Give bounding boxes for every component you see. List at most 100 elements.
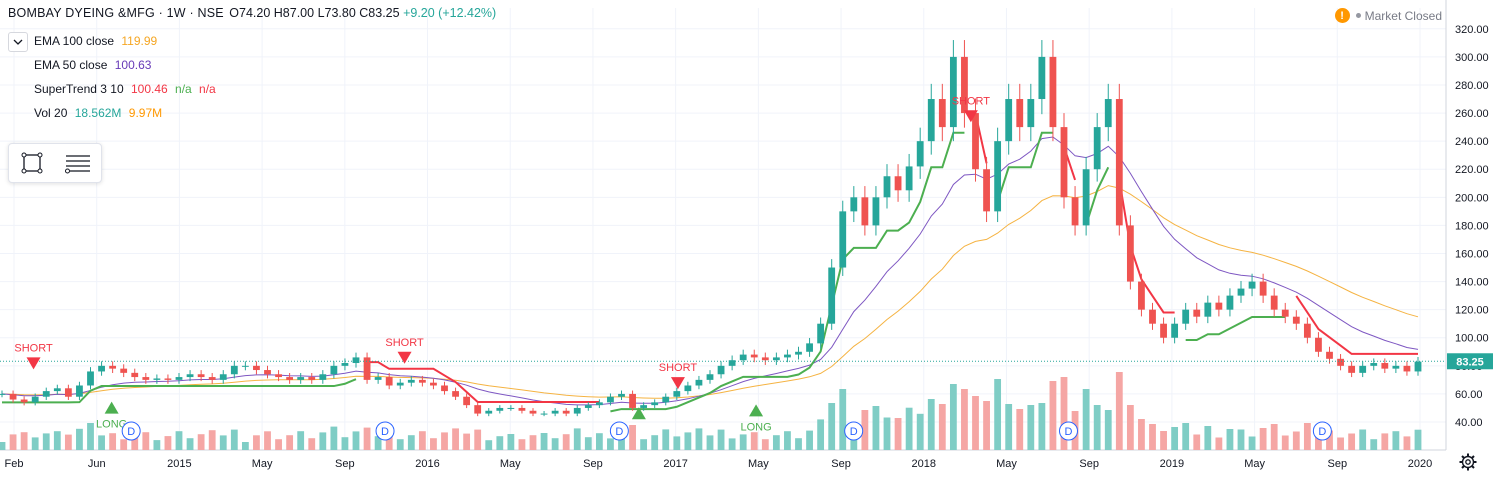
volume-bar: [463, 433, 471, 450]
volume-bar: [806, 430, 813, 450]
volume-bar: [1005, 404, 1013, 450]
candle-body: [584, 405, 592, 408]
dividend-badge[interactable]: [375, 421, 395, 441]
indicator-value: 100.46: [130, 82, 168, 96]
dividend-badge[interactable]: [121, 421, 141, 441]
candle-body: [1193, 309, 1201, 317]
dividend-label: D: [381, 426, 389, 438]
y-tick-label: 200.00: [1455, 192, 1489, 204]
candle-body: [961, 56, 968, 114]
volume-bar: [1392, 431, 1400, 450]
volume-bar: [441, 432, 448, 450]
candle-body: [297, 377, 305, 380]
candle-body: [31, 396, 39, 403]
volume-bar: [341, 437, 349, 450]
dividend-badge[interactable]: [1059, 421, 1078, 441]
candle-body: [363, 357, 371, 380]
settings-button[interactable]: [1458, 452, 1478, 472]
candle-body: [739, 354, 747, 361]
candle-body: [352, 357, 360, 364]
indicator-label: EMA 50 close: [34, 58, 108, 72]
candle-body: [1381, 363, 1389, 369]
ohlc-high: H87.00: [273, 6, 315, 20]
candle-body: [341, 363, 349, 366]
candle-body: [861, 197, 869, 226]
candle-body: [418, 379, 426, 383]
candle-body: [241, 365, 249, 367]
volume-bar: [330, 426, 338, 450]
indicator-label: EMA 100 close: [34, 34, 115, 48]
volume-bar: [728, 438, 736, 450]
candle-body: [1126, 225, 1134, 282]
ohlc-close: C83.25: [359, 6, 400, 20]
candle-body: [1359, 365, 1367, 373]
indicator-ema100[interactable]: EMA 100 close 119.99: [34, 34, 157, 48]
candle-body: [1115, 99, 1123, 226]
short-signal-label: SHORT: [659, 362, 698, 374]
indicator-supertrend[interactable]: SuperTrend 3 10 100.46 n/a n/a: [34, 82, 216, 96]
candle-body: [551, 410, 559, 414]
candle-body: [208, 377, 216, 380]
warning-icon[interactable]: !: [1334, 8, 1350, 23]
dividend-badge[interactable]: [844, 421, 864, 441]
volume-bar: [374, 436, 382, 450]
volume-bar: [1138, 419, 1145, 450]
candle-body: [1248, 281, 1256, 289]
candle-body: [109, 365, 117, 369]
volume-bar: [1303, 423, 1311, 450]
volume-bar: [1359, 429, 1367, 450]
volume-bar: [961, 389, 968, 450]
legend-collapse-button[interactable]: [8, 32, 28, 52]
volume-bar: [164, 436, 172, 450]
candle-body: [374, 377, 382, 380]
volume-bar: [1204, 426, 1212, 450]
horizontal-lines-icon: [65, 155, 90, 174]
volume-bar: [53, 431, 61, 450]
volume-bar: [983, 401, 990, 450]
supertrend-line: [1185, 315, 1286, 341]
x-tick-label: Sep: [831, 458, 851, 470]
candle-body: [806, 343, 813, 352]
y-tick-label: 140.00: [1455, 277, 1489, 289]
market-status-text: Market Closed: [1364, 8, 1442, 23]
supertrend-line: [996, 131, 1053, 203]
volume-bar: [795, 438, 802, 450]
candle-body: [1038, 56, 1046, 100]
short-signal-marker: [397, 351, 412, 364]
y-tick-label: 240.00: [1455, 136, 1489, 148]
y-tick-label: 120.00: [1455, 305, 1489, 317]
volume-bar: [1414, 429, 1422, 450]
candle-body: [1182, 309, 1190, 324]
rectangle-tool-button[interactable]: [15, 148, 49, 178]
dividend-badge[interactable]: [609, 421, 629, 441]
volume-bar: [131, 435, 139, 450]
dividend-badge[interactable]: [1312, 421, 1332, 441]
candle-body: [706, 374, 714, 380]
candle-body: [1237, 288, 1245, 296]
volume-bar: [363, 427, 371, 450]
candle-body: [1226, 295, 1234, 310]
candle-body: [197, 374, 205, 378]
candle-body: [916, 141, 924, 167]
volume-bar: [9, 434, 17, 450]
candle-body: [120, 368, 128, 373]
candle-body: [142, 377, 150, 380]
price-change: +9.20 (+12.42%): [403, 6, 497, 20]
lines-tool-button[interactable]: [61, 148, 95, 178]
candle-body: [53, 388, 61, 392]
candle-body: [485, 410, 493, 414]
volume-bar: [1016, 409, 1024, 450]
indicator-value: 119.99: [121, 34, 158, 48]
candle-body: [850, 197, 858, 212]
candle-body: [496, 407, 504, 411]
candle-body: [1138, 281, 1145, 310]
x-tick-label: Jun: [88, 458, 106, 470]
indicator-volume[interactable]: Vol 20 18.562M 9.97M: [34, 106, 162, 120]
indicator-ema50[interactable]: EMA 50 close 100.63: [34, 58, 151, 72]
volume-bar: [241, 442, 249, 450]
volume-bar: [750, 432, 758, 450]
candle-body: [64, 388, 72, 397]
chevron-down-icon: [13, 39, 23, 45]
volume-bar: [496, 436, 504, 450]
